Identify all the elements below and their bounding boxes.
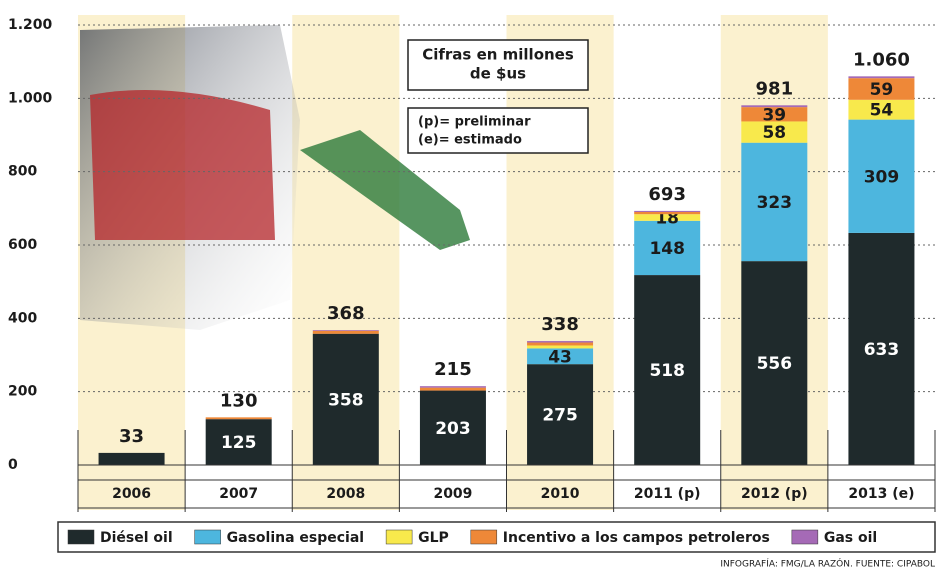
unit-text: Cifras en millones [422,46,574,64]
bar-segment [313,331,379,334]
x-tick-label: 2009 [433,486,472,502]
legend-label: Gas oil [824,530,877,546]
segment-label: 203 [435,419,471,439]
bar-segment [99,453,165,465]
segment-label: 518 [649,361,685,381]
y-tick-label: 800 [8,164,37,180]
total-label: 693 [648,184,686,205]
segment-label: 39 [762,105,786,125]
y-tick-label: 0 [8,457,18,473]
segment-label: 125 [221,433,257,453]
segment-label: 556 [757,354,793,374]
note-text: (p)= preliminar [418,115,531,130]
y-tick-label: 200 [8,384,37,400]
segment-label: 59 [870,80,894,100]
bar-segment [206,417,272,419]
x-tick-label: 2011 (p) [634,486,701,502]
segment-label: 633 [864,340,900,360]
total-label: 338 [541,314,579,335]
segment-label: 148 [649,239,685,259]
legend-label: Incentivo a los campos petroleros [503,530,770,546]
segment-label: 54 [870,101,894,121]
x-tick-label: 2007 [219,486,258,502]
legend-swatch [792,530,818,544]
bar-segment [848,76,914,78]
x-tick-label: 2008 [326,486,365,502]
segment-label: 323 [757,193,793,213]
bar-segment [527,343,593,346]
y-tick-label: 1.000 [8,90,53,106]
total-label: 130 [220,390,258,411]
total-label: 33 [119,426,144,447]
bar-segment [527,345,593,348]
y-tick-label: 1.200 [8,17,53,33]
bar-segment [313,330,379,331]
segment-label: 309 [864,167,900,187]
legend-swatch [195,530,221,544]
total-label: 981 [756,78,794,99]
bar-segment [634,211,700,212]
legend-swatch [68,530,94,544]
legend-label: Gasolina especial [227,530,364,546]
segment-label: 58 [762,123,786,143]
bar-segment [420,388,486,391]
x-tick-label: 2006 [112,486,151,502]
chart: 0 200 400 600 800 1.000 1.200 33 2006 125 130 2007 3… [0,0,945,574]
total-label: 1.060 [853,49,910,70]
x-tick-label: 2013 (e) [848,486,914,502]
bar-segment [634,212,700,214]
legend-swatch [386,530,412,544]
legend-swatch [471,530,497,544]
bar-segment [420,386,486,387]
segment-label: 358 [328,390,364,410]
y-tick-label: 400 [8,310,37,326]
total-label: 215 [434,359,472,380]
tail-light [90,90,275,240]
unit-text: de $us [470,65,526,83]
x-tick-label: 2012 (p) [741,486,808,502]
segment-label: 43 [548,347,572,367]
bar-segment [741,105,807,107]
bar-segment [527,341,593,342]
note-text: (e)= estimado [418,133,522,148]
legend-label: GLP [418,530,449,546]
y-tick-label: 600 [8,237,37,253]
legend-label: Diésel oil [100,530,173,546]
segment-label: 275 [542,406,578,426]
x-tick-label: 2010 [541,486,580,502]
source: INFOGRAFÍA: FMG/LA RAZÓN. FUENTE: CIPABO… [720,558,935,570]
total-label: 368 [327,303,365,324]
